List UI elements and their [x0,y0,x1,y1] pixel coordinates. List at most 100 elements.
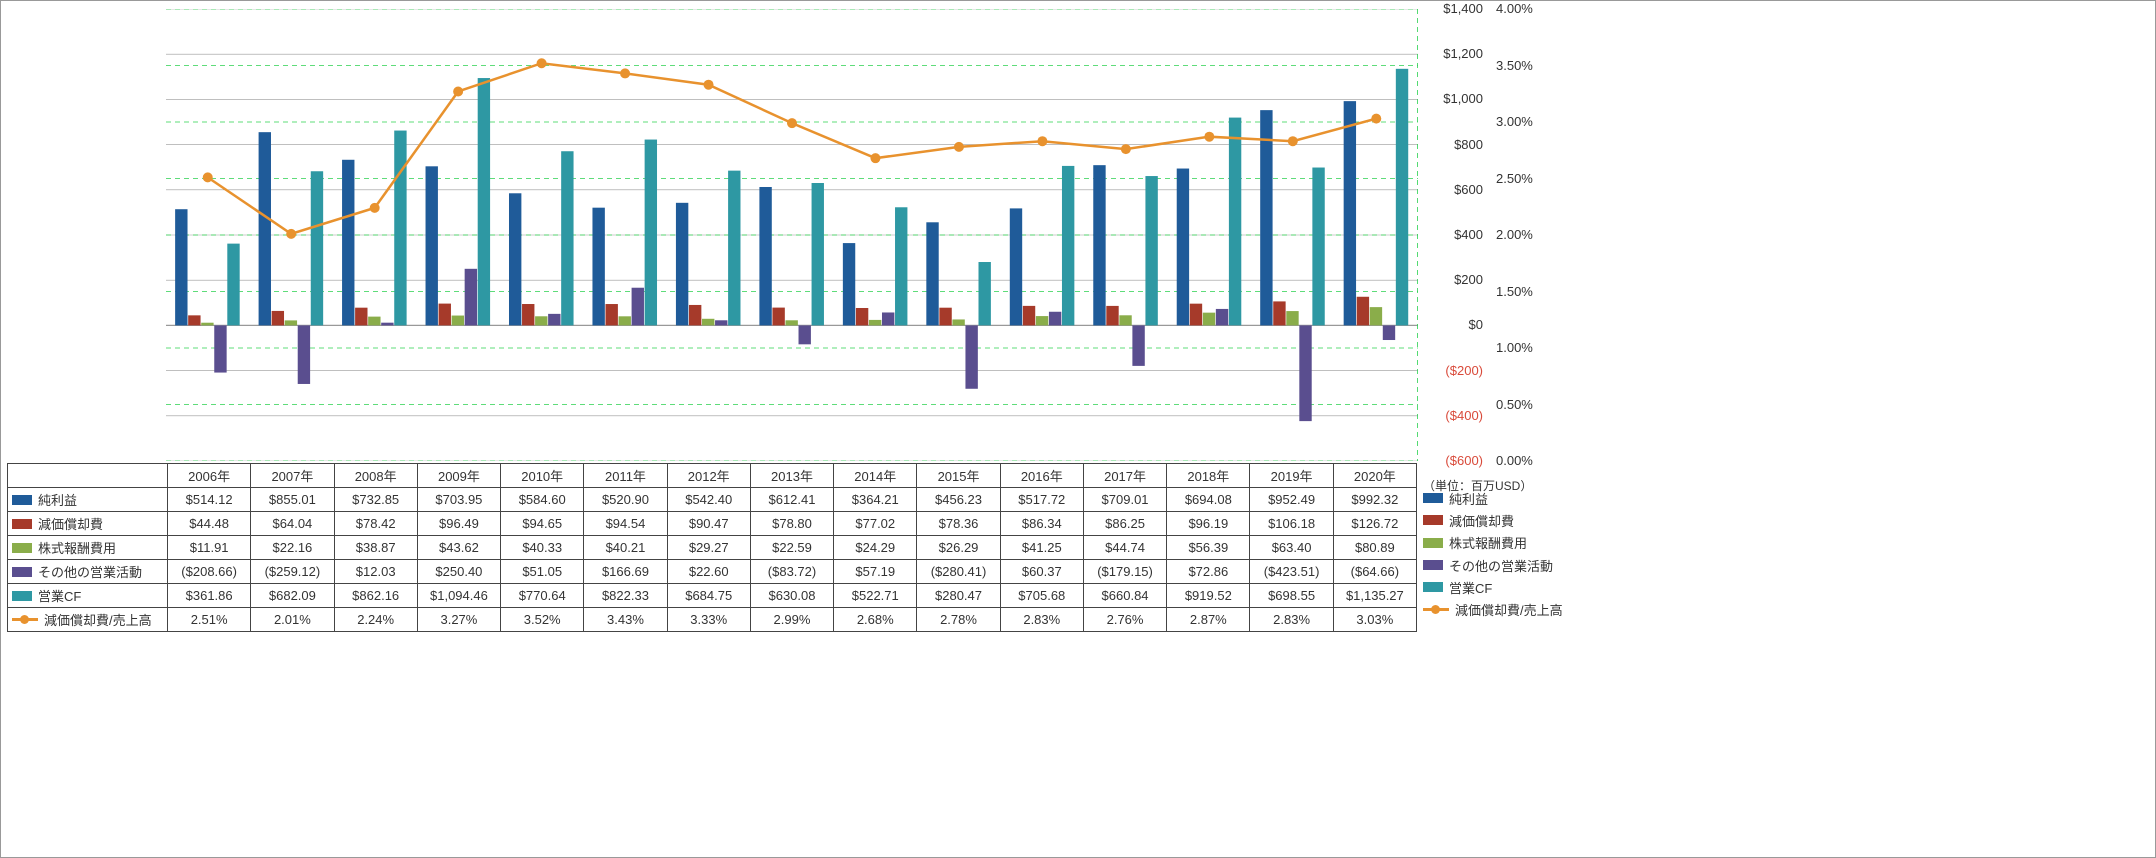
y-percent-tick: 1.00% [1496,340,1546,355]
table-cell: $1,094.46 [417,584,500,608]
table-cell: $705.68 [1000,584,1083,608]
table-cell: $78.42 [334,512,417,536]
y-percent-tick: 4.00% [1496,1,1546,16]
y-axis-percent-labels: 4.00%3.50%3.00%2.50%2.00%1.50%1.00%0.50%… [1496,9,1546,461]
table-cell: $78.36 [917,512,1000,536]
table-cell: $698.55 [1250,584,1333,608]
table-cell: $630.08 [750,584,833,608]
table-cell: $684.75 [667,584,750,608]
chart-svg [166,9,1418,461]
table-cell: $44.48 [168,512,251,536]
table-cell: $732.85 [334,488,417,512]
table-cell: $361.86 [168,584,251,608]
table-cell: $94.54 [584,512,667,536]
col-header: 2017年 [1083,464,1166,488]
y-axis-dollar-labels: $1,400$1,200$1,000$800$600$400$200$0($20… [1423,9,1483,461]
table-cell: $22.59 [750,536,833,560]
table-cell: $584.60 [501,488,584,512]
table-cell: 2.76% [1083,608,1166,632]
table-cell: $126.72 [1333,512,1416,536]
table-cell: 2.87% [1167,608,1250,632]
y-dollar-tick: $1,000 [1423,91,1483,106]
table-cell: $86.25 [1083,512,1166,536]
table-cell: $919.52 [1167,584,1250,608]
y-dollar-tick: ($200) [1423,363,1483,378]
table-cell: $520.90 [584,488,667,512]
col-header: 2015年 [917,464,1000,488]
table-cell: $542.40 [667,488,750,512]
table-cell: $694.08 [1167,488,1250,512]
row-header: その他の営業活動 [8,560,168,584]
table-cell: ($259.12) [251,560,334,584]
table-cell: $456.23 [917,488,1000,512]
table-cell: 3.27% [417,608,500,632]
legend-item: 営業CF [1423,576,1623,598]
table-cell: $250.40 [417,560,500,584]
table-cell: $63.40 [1250,536,1333,560]
table-cell: $77.02 [834,512,917,536]
table-cell: $94.65 [501,512,584,536]
y-dollar-tick: $800 [1423,137,1483,152]
y-dollar-tick: $1,200 [1423,46,1483,61]
y-percent-tick: 0.50% [1496,397,1546,412]
table-cell: ($64.66) [1333,560,1416,584]
col-header: 2009年 [417,464,500,488]
table-cell: $29.27 [667,536,750,560]
col-header: 2008年 [334,464,417,488]
table-cell: 3.03% [1333,608,1416,632]
table-cell: 2.83% [1250,608,1333,632]
table-cell: 2.83% [1000,608,1083,632]
row-header: 減価償却費/売上高 [8,608,168,632]
table-cell: $80.89 [1333,536,1416,560]
legend-item: 株式報酬費用 [1423,532,1623,554]
table-cell: 2.51% [168,608,251,632]
table-cell: 2.99% [750,608,833,632]
legend-item: その他の営業活動 [1423,554,1623,576]
legend: 純利益減価償却費株式報酬費用その他の営業活動営業CF減価償却費/売上高 [1423,487,1623,621]
table-cell: $992.32 [1333,488,1416,512]
table-cell: $11.91 [168,536,251,560]
chart-container: $1,400$1,200$1,000$800$600$400$200$0($20… [0,0,2156,858]
table-cell: ($83.72) [750,560,833,584]
table-cell: 3.43% [584,608,667,632]
y-dollar-tick: $200 [1423,272,1483,287]
table-cell: $660.84 [1083,584,1166,608]
y-dollar-tick: $1,400 [1423,1,1483,16]
y-dollar-tick: ($400) [1423,408,1483,423]
table-cell: $24.29 [834,536,917,560]
table-cell: $38.87 [334,536,417,560]
table-cell: $682.09 [251,584,334,608]
table-cell: $43.62 [417,536,500,560]
y-dollar-tick: $600 [1423,182,1483,197]
table-cell: $855.01 [251,488,334,512]
table-cell: ($208.66) [168,560,251,584]
table-cell: $862.16 [334,584,417,608]
table-cell: $86.34 [1000,512,1083,536]
table-cell: $364.21 [834,488,917,512]
col-header: 2011年 [584,464,667,488]
row-header: 減価償却費 [8,512,168,536]
y-dollar-tick: $400 [1423,227,1483,242]
table-cell: $22.60 [667,560,750,584]
col-header: 2019年 [1250,464,1333,488]
table-cell: $952.49 [1250,488,1333,512]
table-cell: $72.86 [1167,560,1250,584]
col-header: 2020年 [1333,464,1416,488]
table-cell: 3.52% [501,608,584,632]
legend-item: 減価償却費/売上高 [1423,598,1623,620]
table-cell: 2.68% [834,608,917,632]
table-cell: $703.95 [417,488,500,512]
table-cell: $40.21 [584,536,667,560]
col-header: 2013年 [750,464,833,488]
y-percent-tick: 0.00% [1496,453,1546,468]
table-cell: $709.01 [1083,488,1166,512]
legend-item: 減価償却費 [1423,509,1623,531]
y-percent-tick: 3.50% [1496,58,1546,73]
col-header: 2018年 [1167,464,1250,488]
table-cell: $770.64 [501,584,584,608]
row-header: 株式報酬費用 [8,536,168,560]
table-cell: $612.41 [750,488,833,512]
y-percent-tick: 2.50% [1496,171,1546,186]
table-cell: $96.19 [1167,512,1250,536]
table-cell: 2.01% [251,608,334,632]
